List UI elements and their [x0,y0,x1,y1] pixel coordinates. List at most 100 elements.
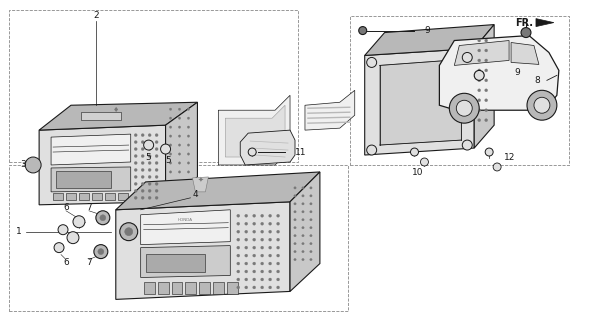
Circle shape [134,182,137,185]
Circle shape [141,148,144,150]
Circle shape [141,134,144,137]
Circle shape [148,168,151,172]
Circle shape [134,189,137,192]
Circle shape [485,148,493,156]
Circle shape [310,258,312,261]
Circle shape [276,230,279,233]
Circle shape [245,230,248,233]
Circle shape [253,238,256,241]
Polygon shape [225,105,285,157]
Circle shape [484,49,487,52]
Bar [9,165,347,311]
Bar [105,193,115,200]
Text: 2: 2 [93,11,98,20]
Circle shape [420,158,428,166]
Circle shape [187,144,190,146]
Circle shape [141,168,144,172]
Circle shape [261,254,264,257]
Circle shape [302,235,304,237]
Circle shape [359,27,366,35]
Circle shape [261,270,264,273]
Circle shape [294,187,296,189]
Circle shape [484,89,487,92]
Circle shape [484,39,487,42]
Circle shape [134,162,137,164]
Circle shape [294,251,296,253]
Polygon shape [439,36,559,110]
Circle shape [276,270,279,273]
Circle shape [294,235,296,237]
Circle shape [474,70,484,80]
Text: 1: 1 [17,227,22,236]
Bar [66,193,76,200]
Circle shape [178,108,181,110]
Circle shape [155,134,158,137]
Circle shape [310,203,312,205]
Circle shape [187,171,190,173]
Circle shape [463,52,472,62]
Circle shape [245,214,248,217]
Circle shape [484,119,487,122]
Circle shape [366,145,377,155]
Circle shape [134,175,137,179]
Circle shape [237,238,240,241]
Circle shape [269,262,272,265]
Bar [146,253,205,271]
Circle shape [148,140,151,144]
Circle shape [178,162,181,164]
Circle shape [170,108,172,110]
Circle shape [170,162,172,164]
Text: ✦: ✦ [197,177,203,183]
Circle shape [237,286,240,289]
Circle shape [366,58,377,68]
Circle shape [155,168,158,172]
Circle shape [187,126,190,128]
Circle shape [73,216,85,228]
Circle shape [170,126,172,128]
Circle shape [302,251,304,253]
Circle shape [269,230,272,233]
Text: 7: 7 [86,203,92,212]
Circle shape [141,140,144,144]
Polygon shape [39,125,165,205]
Bar [118,193,127,200]
Text: 11: 11 [295,148,307,156]
Circle shape [302,211,304,213]
Circle shape [170,117,172,119]
Text: 9: 9 [514,68,520,77]
Circle shape [155,196,158,199]
Text: HONDA: HONDA [178,218,193,222]
Polygon shape [116,202,290,300]
Circle shape [261,262,264,265]
Circle shape [187,108,190,110]
Circle shape [478,49,481,52]
Circle shape [237,214,240,217]
Circle shape [449,93,479,123]
Circle shape [302,219,304,221]
Circle shape [170,171,172,173]
Circle shape [245,246,248,249]
Circle shape [294,227,296,229]
Circle shape [187,153,190,155]
Circle shape [187,117,190,119]
Text: 6: 6 [63,203,69,212]
Circle shape [253,222,256,225]
Circle shape [276,214,279,217]
Bar [171,283,183,294]
Circle shape [141,175,144,179]
Circle shape [310,243,312,245]
Circle shape [134,140,137,144]
Circle shape [276,222,279,225]
Circle shape [478,99,481,102]
Circle shape [155,182,158,185]
Circle shape [294,203,296,205]
Circle shape [294,243,296,245]
Circle shape [269,238,272,241]
Circle shape [248,148,256,156]
Circle shape [484,59,487,62]
Circle shape [245,238,248,241]
Circle shape [478,89,481,92]
Circle shape [276,246,279,249]
Circle shape [253,286,256,289]
Polygon shape [51,167,130,192]
